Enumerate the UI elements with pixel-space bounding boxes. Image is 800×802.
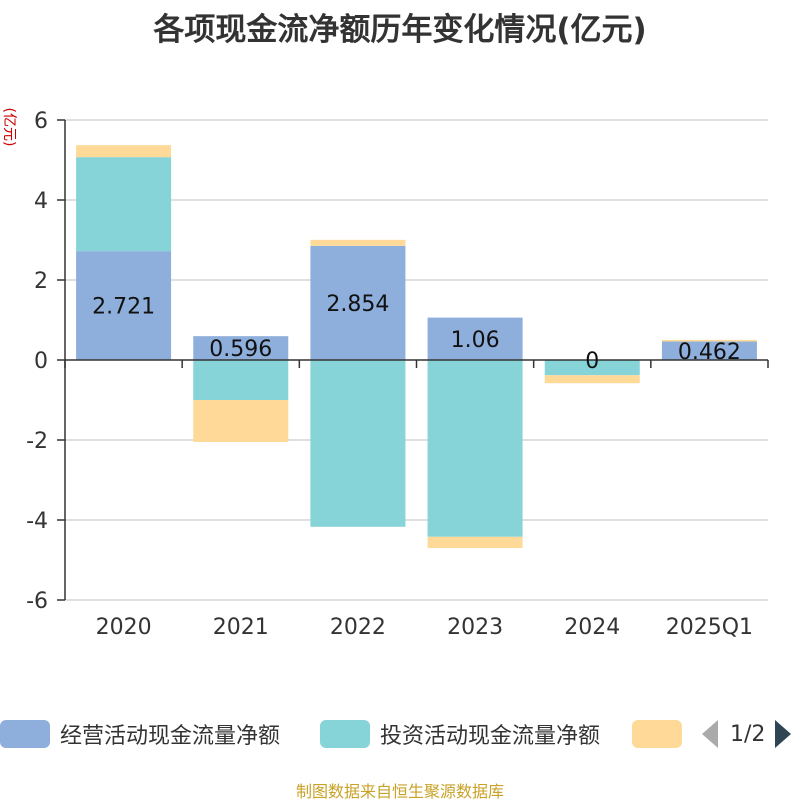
legend-label-operating: 经营活动现金流量净额 xyxy=(60,724,281,749)
data-source-note: 制图数据来自恒生聚源数据库 xyxy=(295,782,504,801)
bar-financing xyxy=(544,375,640,384)
y-tick-label: -2 xyxy=(26,429,48,454)
x-category-label: 2020 xyxy=(96,615,152,640)
chart-title: 各项现金流净额历年变化情况(亿元) xyxy=(153,12,647,48)
legend: 经营活动现金流量净额 投资活动现金流量净额 1/2 xyxy=(0,716,800,752)
bar-financing xyxy=(661,339,757,342)
x-category-label: 2021 xyxy=(213,615,269,640)
legend-item-operating[interactable]: 经营活动现金流量净额 xyxy=(0,716,280,752)
stacked-bar-chart: -6 -4 -2 0 2 4 6 2020 2021 2022 2023 2024 2025Q1 2.72… xyxy=(26,109,769,640)
legend-label-investing: 投资活动现金流量净额 xyxy=(380,724,601,749)
x-category-label: 2022 xyxy=(330,615,386,640)
bar-investing xyxy=(76,157,172,252)
data-label: 0.462 xyxy=(678,340,741,365)
legend-page-indicator: 1/2 xyxy=(730,721,766,747)
data-label: 0 xyxy=(585,349,599,374)
y-tick-label: 2 xyxy=(34,269,48,294)
legend-next-icon[interactable] xyxy=(775,720,792,748)
data-label: 2.854 xyxy=(326,292,389,317)
bar-investing xyxy=(310,360,406,527)
legend-item-financing[interactable] xyxy=(632,716,692,752)
bar-operating xyxy=(76,251,172,360)
legend-swatch-operating xyxy=(0,720,50,748)
bar-financing xyxy=(76,145,172,158)
y-tick-label: -6 xyxy=(26,589,48,614)
bar-investing xyxy=(427,360,523,537)
bar-investing xyxy=(193,360,289,400)
bar-operating xyxy=(193,336,289,360)
legend-swatch-investing xyxy=(320,720,370,748)
x-category-label: 2025Q1 xyxy=(666,615,753,640)
x-category-label: 2024 xyxy=(564,615,620,640)
bar-operating xyxy=(310,245,406,360)
y-tick-label: -4 xyxy=(26,509,48,534)
y-tick-label: 4 xyxy=(34,189,48,214)
data-label: 2.721 xyxy=(92,295,155,320)
bar-operating xyxy=(661,341,757,360)
data-label: 0.596 xyxy=(209,337,272,362)
legend-item-investing[interactable]: 投资活动现金流量净额 xyxy=(320,716,600,752)
legend-swatch-financing xyxy=(632,720,682,748)
bar-financing xyxy=(427,536,523,548)
y-tick-label: 6 xyxy=(34,109,48,134)
y-tick-label: 0 xyxy=(34,349,48,374)
legend-pager: 1/2 xyxy=(702,716,792,752)
bar-financing xyxy=(310,239,406,246)
bar-investing xyxy=(544,360,640,376)
bar-operating xyxy=(427,317,523,360)
data-label: 1.06 xyxy=(451,328,500,353)
legend-prev-icon[interactable] xyxy=(702,720,718,748)
bar-financing xyxy=(193,400,289,442)
x-category-label: 2023 xyxy=(447,615,503,640)
